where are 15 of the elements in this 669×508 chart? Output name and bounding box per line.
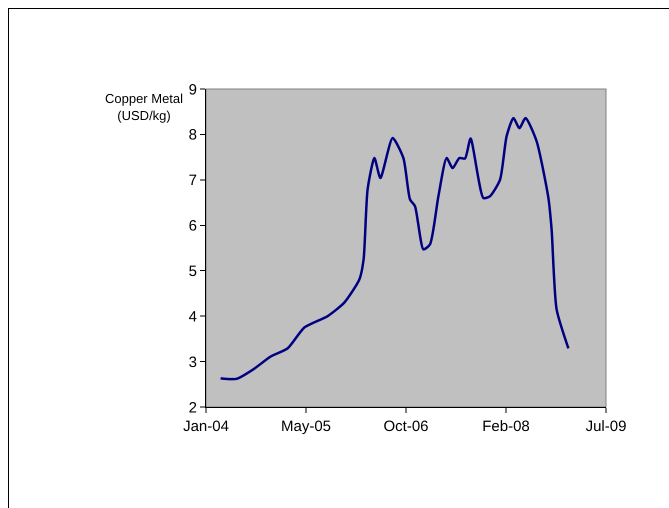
line-series bbox=[219, 116, 570, 380]
y-tick-label: 9 bbox=[188, 81, 197, 98]
y-tick-label: 6 bbox=[188, 218, 197, 235]
y-tick-label: 5 bbox=[188, 262, 197, 280]
x-tick-label: Jul-09 bbox=[586, 418, 626, 435]
y-tick-label: 2 bbox=[188, 399, 197, 416]
x-tick-label: Oct-06 bbox=[383, 418, 429, 435]
y-tick-label: 4 bbox=[188, 308, 197, 326]
y-tick-label: 8 bbox=[188, 126, 197, 144]
x-tick-label: Feb-08 bbox=[482, 418, 530, 435]
y-tick-label: 3 bbox=[188, 354, 197, 371]
x-tick-label: May-05 bbox=[280, 418, 332, 435]
x-tick-label: Jan-04 bbox=[183, 418, 229, 435]
y-axis-title: Copper Metal (USD/kg) bbox=[105, 91, 184, 123]
y-tick-label: 7 bbox=[188, 172, 197, 190]
